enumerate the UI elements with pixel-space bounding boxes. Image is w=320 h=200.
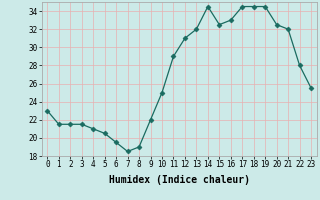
X-axis label: Humidex (Indice chaleur): Humidex (Indice chaleur) [109,175,250,185]
